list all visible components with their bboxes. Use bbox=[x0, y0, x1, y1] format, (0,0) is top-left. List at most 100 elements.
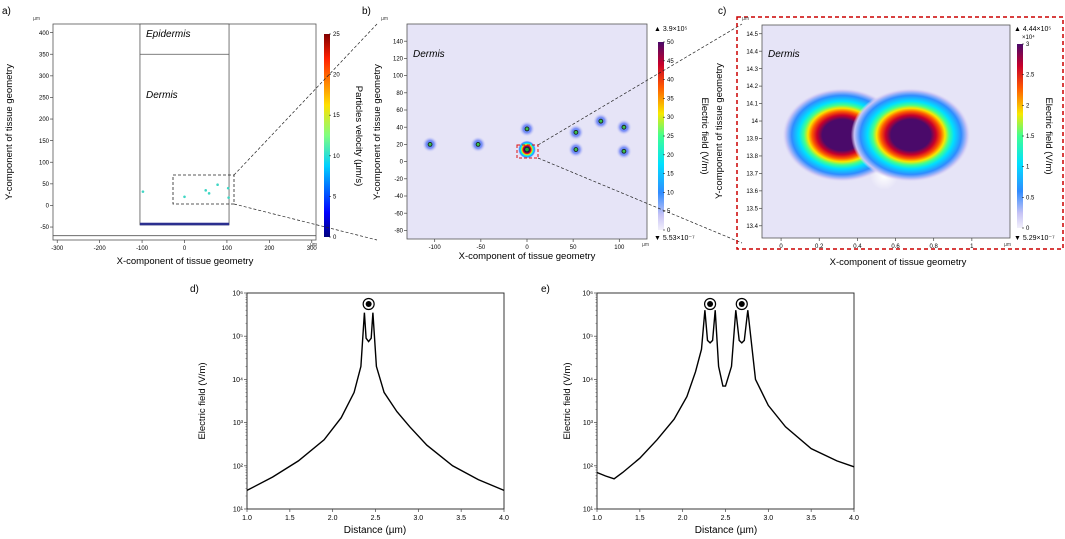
panel-a-x-unit: µm bbox=[310, 242, 317, 248]
panel-c: c) µm µm 0 0.2 0.4 0.6 0.8 1 13.4 13.5 13.6 13.7… bbox=[714, 6, 1064, 268]
y-tick-label: 10¹ bbox=[583, 507, 594, 514]
colorbar-tick-label: 40 bbox=[667, 78, 674, 84]
y-tick-label: 400 bbox=[39, 31, 50, 37]
colorbar-tick-label: 3 bbox=[1026, 42, 1030, 48]
y-tick-label: 13.6 bbox=[746, 189, 758, 195]
panel-c-highlight-frame bbox=[736, 16, 1064, 250]
x-tick-label: 0.8 bbox=[930, 244, 939, 250]
colorbar-tick-label: 0.5 bbox=[1026, 195, 1035, 201]
y-tick-label: 14.5 bbox=[746, 32, 758, 38]
x-tick-label: 200 bbox=[264, 246, 275, 252]
panel-a-colorbar-label: Particles velocity (µm/s) bbox=[353, 86, 364, 187]
panel-d-plot-frame bbox=[246, 292, 505, 510]
panel-c-colorbar bbox=[1017, 44, 1023, 228]
panel-e: e) 1.0 1.5 2.0 2.5 3.0 3.5 4.0 10¹ 10² 10³ 10⁴ 10⁵… bbox=[541, 284, 859, 536]
colorbar-tick-label: 20 bbox=[333, 73, 340, 79]
panel-e-y-label: Electric field (V/m) bbox=[562, 362, 573, 439]
colorbar-tick-label: 0 bbox=[333, 235, 337, 241]
panel-a-colorbar-ticks: 0 5 10 15 20 25 bbox=[329, 32, 340, 241]
particle-point bbox=[216, 183, 219, 187]
x-tick-label: 2.5 bbox=[371, 515, 381, 522]
y-tick-label: -20 bbox=[394, 177, 403, 183]
panel-c-region-label: Dermis bbox=[768, 49, 800, 60]
y-tick-label: 14 bbox=[751, 119, 758, 125]
particle-point bbox=[525, 127, 529, 131]
particle-point bbox=[141, 190, 145, 193]
panel-b-colorbar bbox=[658, 42, 664, 230]
particle-point bbox=[476, 142, 480, 146]
y-tick-label: 100 bbox=[393, 74, 404, 80]
x-tick-label: 50 bbox=[570, 245, 577, 251]
particle-marker-core bbox=[365, 301, 372, 307]
panel-d-particle-markers bbox=[362, 297, 375, 311]
x-tick-label: 2.0 bbox=[678, 515, 688, 522]
y-tick-label: 13.5 bbox=[746, 206, 758, 212]
panel-e-plot-frame bbox=[596, 292, 855, 510]
y-tick-label: 300 bbox=[39, 74, 50, 80]
x-tick-label: 100 bbox=[614, 245, 625, 251]
panel-e-label: e) bbox=[541, 284, 550, 295]
colorbar-tick-label: 15 bbox=[667, 172, 674, 178]
y-tick-label: 100 bbox=[39, 160, 50, 166]
y-tick-label: 40 bbox=[396, 125, 403, 131]
particle-point bbox=[622, 149, 626, 153]
y-tick-label: 14.3 bbox=[746, 67, 758, 73]
panel-a-x-label: X-component of tissue geometry bbox=[117, 256, 254, 267]
x-tick-label: 3.0 bbox=[763, 515, 773, 522]
panel-c-colorbar-multiplier: ×10⁴ bbox=[1022, 34, 1035, 41]
bottom-band bbox=[139, 222, 230, 226]
colorbar-tick-label: 1 bbox=[1026, 165, 1030, 171]
panel-b-colorbar-max: ▲ 3.9×10⁵ bbox=[654, 26, 687, 33]
particle-point bbox=[207, 192, 211, 195]
colorbar-tick-label: 10 bbox=[333, 154, 340, 160]
colorbar-tick-label: 25 bbox=[333, 32, 340, 38]
panel-a-y-ticks: -50 0 50 100 150 200 250 300 350 400 bbox=[39, 31, 53, 231]
y-tick-label: 10² bbox=[233, 463, 244, 470]
panel-c-x-unit: µm bbox=[1004, 242, 1011, 248]
panel-b-y-ticks: -80 -60 -40 -20 0 20 40 60 80 100 120 140 bbox=[393, 39, 407, 235]
panel-b-x-unit: µm bbox=[642, 242, 649, 248]
colorbar-tick-label: 1.5 bbox=[1026, 134, 1035, 140]
zoom-connector-c-bottom bbox=[537, 157, 743, 244]
particle-point bbox=[204, 189, 208, 192]
panel-a-colorbar bbox=[324, 34, 330, 237]
colorbar-tick-label: 15 bbox=[333, 113, 340, 119]
colorbar-tick-label: 30 bbox=[667, 115, 674, 121]
y-tick-label: 140 bbox=[393, 39, 404, 45]
panel-b: b) µm µm -100 -50 0 50 100 -80-60-40-2002040… bbox=[362, 6, 710, 262]
x-tick-label: 3.5 bbox=[806, 515, 816, 522]
panel-c-unit: µm bbox=[742, 16, 749, 22]
x-tick-label: 0.4 bbox=[853, 244, 862, 250]
x-tick-label: 1.0 bbox=[242, 515, 252, 522]
y-tick-label: 13.8 bbox=[746, 154, 758, 160]
colorbar-tick-label: 0 bbox=[667, 228, 671, 234]
y-tick-label: 0 bbox=[400, 160, 404, 166]
x-tick-label: 4.0 bbox=[849, 515, 859, 522]
particle-marker-core bbox=[738, 301, 745, 307]
panel-d-label: d) bbox=[190, 284, 199, 295]
x-tick-label: -50 bbox=[477, 245, 486, 251]
panel-b-colorbar-min: ▼ 5.53×10⁻⁷ bbox=[654, 235, 695, 242]
colorbar-tick-label: 25 bbox=[667, 134, 674, 140]
x-tick-label: 2.5 bbox=[721, 515, 731, 522]
y-tick-label: -80 bbox=[394, 229, 403, 235]
x-tick-label: 1.0 bbox=[592, 515, 602, 522]
y-tick-label: 10⁴ bbox=[232, 377, 243, 384]
y-tick-label: 250 bbox=[39, 96, 50, 102]
y-tick-label: 10² bbox=[583, 463, 594, 470]
y-tick-label: 10³ bbox=[233, 420, 244, 427]
x-tick-label: 1.5 bbox=[635, 515, 645, 522]
panel-c-label: c) bbox=[718, 6, 726, 17]
zoom-connector-bottom bbox=[233, 203, 378, 241]
zoom-box-red bbox=[516, 144, 539, 159]
panel-e-x-ticks: 1.0 1.5 2.0 2.5 3.0 3.5 4.0 bbox=[592, 509, 859, 522]
x-tick-label: 0.6 bbox=[891, 244, 900, 250]
y-tick-label: 0 bbox=[46, 204, 50, 210]
panel-b-colorbar-ticks: 0 5 10 15 20 25 30 35 40 45 50 bbox=[663, 40, 674, 234]
particle-point bbox=[428, 142, 432, 146]
panel-c-x-label: X-component of tissue geometry bbox=[830, 257, 967, 268]
field-hotspot bbox=[850, 87, 971, 182]
y-tick-label: 120 bbox=[393, 57, 404, 63]
panel-e-particle-markers bbox=[703, 297, 748, 311]
y-tick-label: 200 bbox=[39, 117, 50, 123]
